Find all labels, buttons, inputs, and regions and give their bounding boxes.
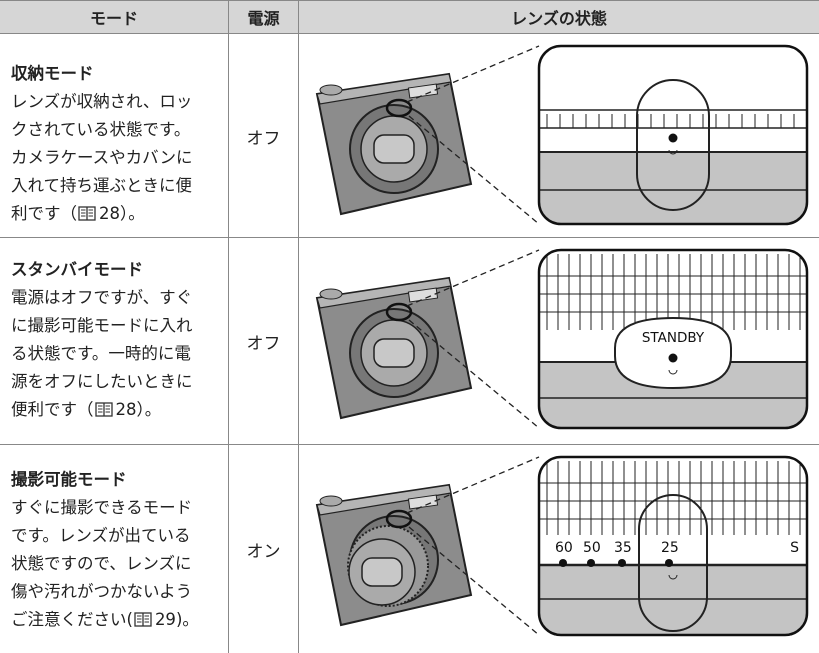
callout-content: STANDBY [539,250,807,428]
camera-top [316,277,452,309]
focal-dot [665,559,673,567]
zoom-callout: STANDBY [537,248,809,430]
mode-title: スタンバイモード [11,260,143,279]
lead-line [406,45,540,103]
lens-label: S [790,540,799,556]
lens-window [361,557,403,587]
ref-text: ）。 [136,400,162,419]
lead-line [406,249,540,307]
camera-dial [319,84,343,96]
row-rule [0,444,819,445]
index-mark [668,574,678,580]
lead-line [408,526,540,636]
mode-title: 収納モード [11,64,94,83]
description-line: 状態ですので、レンズに [11,554,192,573]
zoom-callout: 60 50 35 25 S [537,455,809,637]
description-line: すぐに撮影できるモード [11,498,193,517]
lens-label: 60 [555,540,573,556]
lens-illustration: 60 50 35 25 S [315,455,809,637]
lens-label: 35 [614,540,632,556]
ref-page: 29 [154,610,176,629]
ref-page: 28 [115,400,137,419]
description-line: 傷や汚れがつかないよう [11,582,193,601]
index-mark [668,369,678,375]
power-cell: オフ [246,334,281,354]
column-rule [228,0,229,653]
description-cell: 撮影可能モードすぐに撮影できるモード です。レンズが出ている 状態ですので、レンズに… [11,466,225,634]
row-rule [0,237,819,238]
ref-text: ご注意ください( [11,610,133,629]
lens-label: 25 [661,540,679,556]
lead-line [406,456,540,514]
header-text: モード [89,8,138,28]
description-line: る状態です。一時的に電 [11,344,191,363]
ref-text: ）。 [120,204,145,223]
lead-line [408,319,540,429]
description-line: レンズが収納され、ロッ [11,92,193,111]
book-icon [134,612,152,627]
highlight [636,79,710,211]
header-text: 電源 [247,8,280,28]
header-cell: 電源 [229,0,298,34]
book-icon [94,402,113,417]
callout-content [539,46,807,224]
camera-dial [319,495,343,507]
power-cell: オフ [246,128,281,149]
callout-frame [537,44,809,226]
lens-window [373,134,415,164]
description-line: ご注意ください( 29)。 [11,606,225,634]
lens-lower [539,152,807,224]
index-dot [668,353,678,363]
description-line: に撮影可能モードに入れ [11,316,193,335]
description-line: 利です（ 28）。 [11,200,225,228]
ref-page: 28 [99,204,120,223]
power-cell: オン [246,542,281,562]
column-rule [298,0,299,653]
lens-illustration [315,44,809,226]
highlight [614,316,732,390]
book-icon [78,206,96,221]
index-mark [668,149,678,155]
highlight [638,494,708,632]
callout-content: 60 50 35 25 S [539,457,807,635]
lens-highlight [385,98,413,118]
ref-text: 利です（ [11,204,77,223]
lens-label: STANDBY [642,330,705,346]
lens-highlight [385,509,413,529]
lens-label: 50 [583,540,601,556]
callout-frame [537,455,809,637]
callout-frame [537,248,809,430]
description-line: です。レンズが出ている [11,526,191,545]
mode-title: 撮影可能モード [11,470,127,489]
description-line: 源をオフにしたいときに [11,372,193,391]
zoom-callout [537,44,809,226]
camera-dial [319,288,343,300]
focal-dot [618,559,626,567]
lead-line [408,115,540,225]
ref-text: )。 [175,610,199,629]
description-line: 電源はオフですが、すぐ [11,288,193,307]
ref-text: 便利です（ [11,400,94,419]
header-cell: モード [0,0,228,34]
camera-top [316,484,452,516]
focal-dot [587,559,595,567]
index-dot [668,133,678,143]
description-line: クされている状態です。 [11,120,191,139]
lens-window [373,338,415,368]
camera-top [316,73,452,105]
description-line: 入れて持ち運ぶときに便 [11,176,193,195]
description-cell: 収納モードレンズが収納され、ロッ クされている状態です。 カメラケースやカバンに 入れ… [11,60,225,228]
lens-highlight [385,302,413,322]
focal-dot [559,559,567,567]
header-text: レンズの状態 [511,8,607,28]
header-cell: レンズの状態 [299,0,819,34]
lens-lower [539,565,807,635]
lens-illustration: STANDBY [315,248,809,430]
description-line: カメラケースやカバンに [11,148,193,167]
row-rule [0,0,819,1]
description-line: 便利です（ 28）。 [11,396,225,424]
description-cell: スタンバイモード電源はオフですが、すぐ に撮影可能モードに入れ る状態です。一時的に… [11,256,225,424]
